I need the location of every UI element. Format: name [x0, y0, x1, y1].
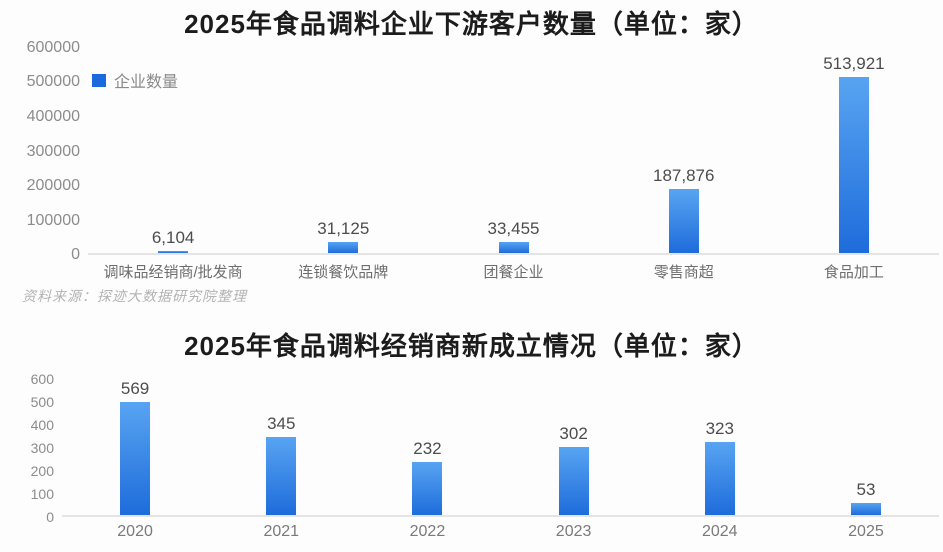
x-axis: 调味品经销商/批发商 连锁餐饮品牌 团餐企业 零售商超 食品加工 [88, 261, 939, 282]
y-tick-label: 0 [46, 509, 54, 525]
y-tick-label: 400 [30, 417, 54, 433]
y-tick-label: 100 [30, 486, 54, 502]
bar-column: 187,876 [599, 48, 769, 253]
legend[interactable]: 企业数量 [92, 68, 178, 92]
bar-value-label: 302 [559, 423, 588, 443]
y-tick-label: 300 [30, 440, 54, 456]
bar-column: 33,455 [428, 48, 598, 253]
x-tick-label: 食品加工 [823, 264, 884, 281]
legend-swatch-icon [92, 73, 106, 87]
y-tick-label: 200000 [26, 176, 80, 194]
bar[interactable] [838, 77, 869, 253]
bar[interactable] [558, 446, 589, 515]
x-tick-label: 2025 [848, 523, 884, 540]
bar-column: 323 [647, 379, 793, 515]
bar-value-label: 6,104 [151, 227, 195, 247]
bar-column: 302 [501, 379, 647, 515]
x-tick-label: 2021 [263, 523, 300, 540]
y-tick-label: 200 [30, 463, 54, 479]
y-axis: 600000 500000 400000 300000 200000 100000 0 [0, 39, 88, 263]
bar-column: 345 [208, 379, 354, 515]
bar-value-label: 33,455 [487, 218, 540, 238]
x-tick-label: 2022 [409, 523, 446, 540]
x-tick-label: 2023 [555, 523, 592, 540]
x-tick-label: 连锁餐饮品牌 [298, 264, 389, 281]
bar-value-label: 513,921 [823, 54, 885, 74]
y-tick-label: 100000 [26, 211, 80, 229]
bar[interactable] [266, 436, 297, 515]
plot-wrap: 企业数量 6,104 31,125 33,455 187,876 513,921 调味品… [88, 48, 939, 282]
bar-column: 569 [62, 379, 208, 515]
bar-column: 31,125 [258, 48, 428, 253]
bar[interactable] [120, 402, 151, 515]
bar-column: 232 [354, 379, 500, 515]
chart-body: 600 500 400 300 200 100 0 569 345 232 302 323 53 20… [0, 371, 943, 541]
bar-value-label: 569 [120, 379, 150, 398]
x-tick-label: 零售商超 [653, 264, 714, 281]
downstream-customers-chart: 2025年食品调料企业下游客户数量（单位：家） 600000 500000 4000… [0, 8, 943, 282]
x-tick-label: 团餐企业 [483, 264, 544, 281]
y-tick-label: 600000 [26, 39, 80, 56]
bar-column: 6,104 [88, 48, 258, 253]
y-axis: 600 500 400 300 200 100 0 [0, 371, 62, 525]
bar-value-label: 232 [413, 439, 442, 459]
y-tick-label: 300000 [26, 142, 80, 160]
plot-area: 6,104 31,125 33,455 187,876 513,921 [88, 48, 939, 255]
y-tick-label: 400000 [26, 107, 80, 125]
bar-value-label: 53 [856, 480, 876, 499]
new-distributors-chart: 2025年食品调料经销商新成立情况（单位：家） 600 500 400 300 200 1… [0, 330, 943, 541]
bar[interactable] [498, 241, 529, 253]
y-tick-label: 0 [71, 246, 80, 263]
bar[interactable] [850, 503, 881, 515]
bar-column: 513,921 [769, 48, 939, 253]
chart-title: 2025年食品调料经销商新成立情况（单位：家） [184, 331, 759, 361]
bar-value-label: 31,125 [317, 219, 370, 239]
chart-title: 2025年食品调料企业下游客户数量（单位：家） [184, 9, 759, 39]
x-tick-label: 2020 [117, 523, 153, 540]
plot-area: 569 345 232 302 323 53 [62, 379, 939, 517]
y-tick-label: 500000 [26, 73, 80, 91]
bar[interactable] [158, 250, 189, 253]
bar-value-label: 323 [705, 418, 734, 438]
bar-column: 53 [793, 379, 939, 515]
y-tick-label: 600 [30, 371, 54, 387]
x-tick-label: 2024 [701, 523, 738, 540]
y-tick-label: 500 [30, 394, 54, 410]
plot-wrap: 569 345 232 302 323 53 2020 2021 2022 2023 2024 20… [62, 379, 939, 541]
bar[interactable] [704, 441, 735, 515]
bar[interactable] [328, 242, 359, 253]
x-axis: 2020 2021 2022 2023 2024 2025 [62, 523, 939, 541]
bar-value-label: 345 [267, 413, 296, 433]
legend-label: 企业数量 [114, 74, 179, 91]
bar[interactable] [668, 188, 699, 253]
bar-value-label: 187,876 [652, 165, 715, 185]
source-note: 资料来源：探迹大数据研究院整理 [22, 288, 247, 304]
bar[interactable] [412, 462, 443, 515]
chart-body: 600000 500000 400000 300000 200000 100000 0 企业… [0, 39, 943, 282]
x-tick-label: 调味品经销商/批发商 [103, 264, 243, 281]
